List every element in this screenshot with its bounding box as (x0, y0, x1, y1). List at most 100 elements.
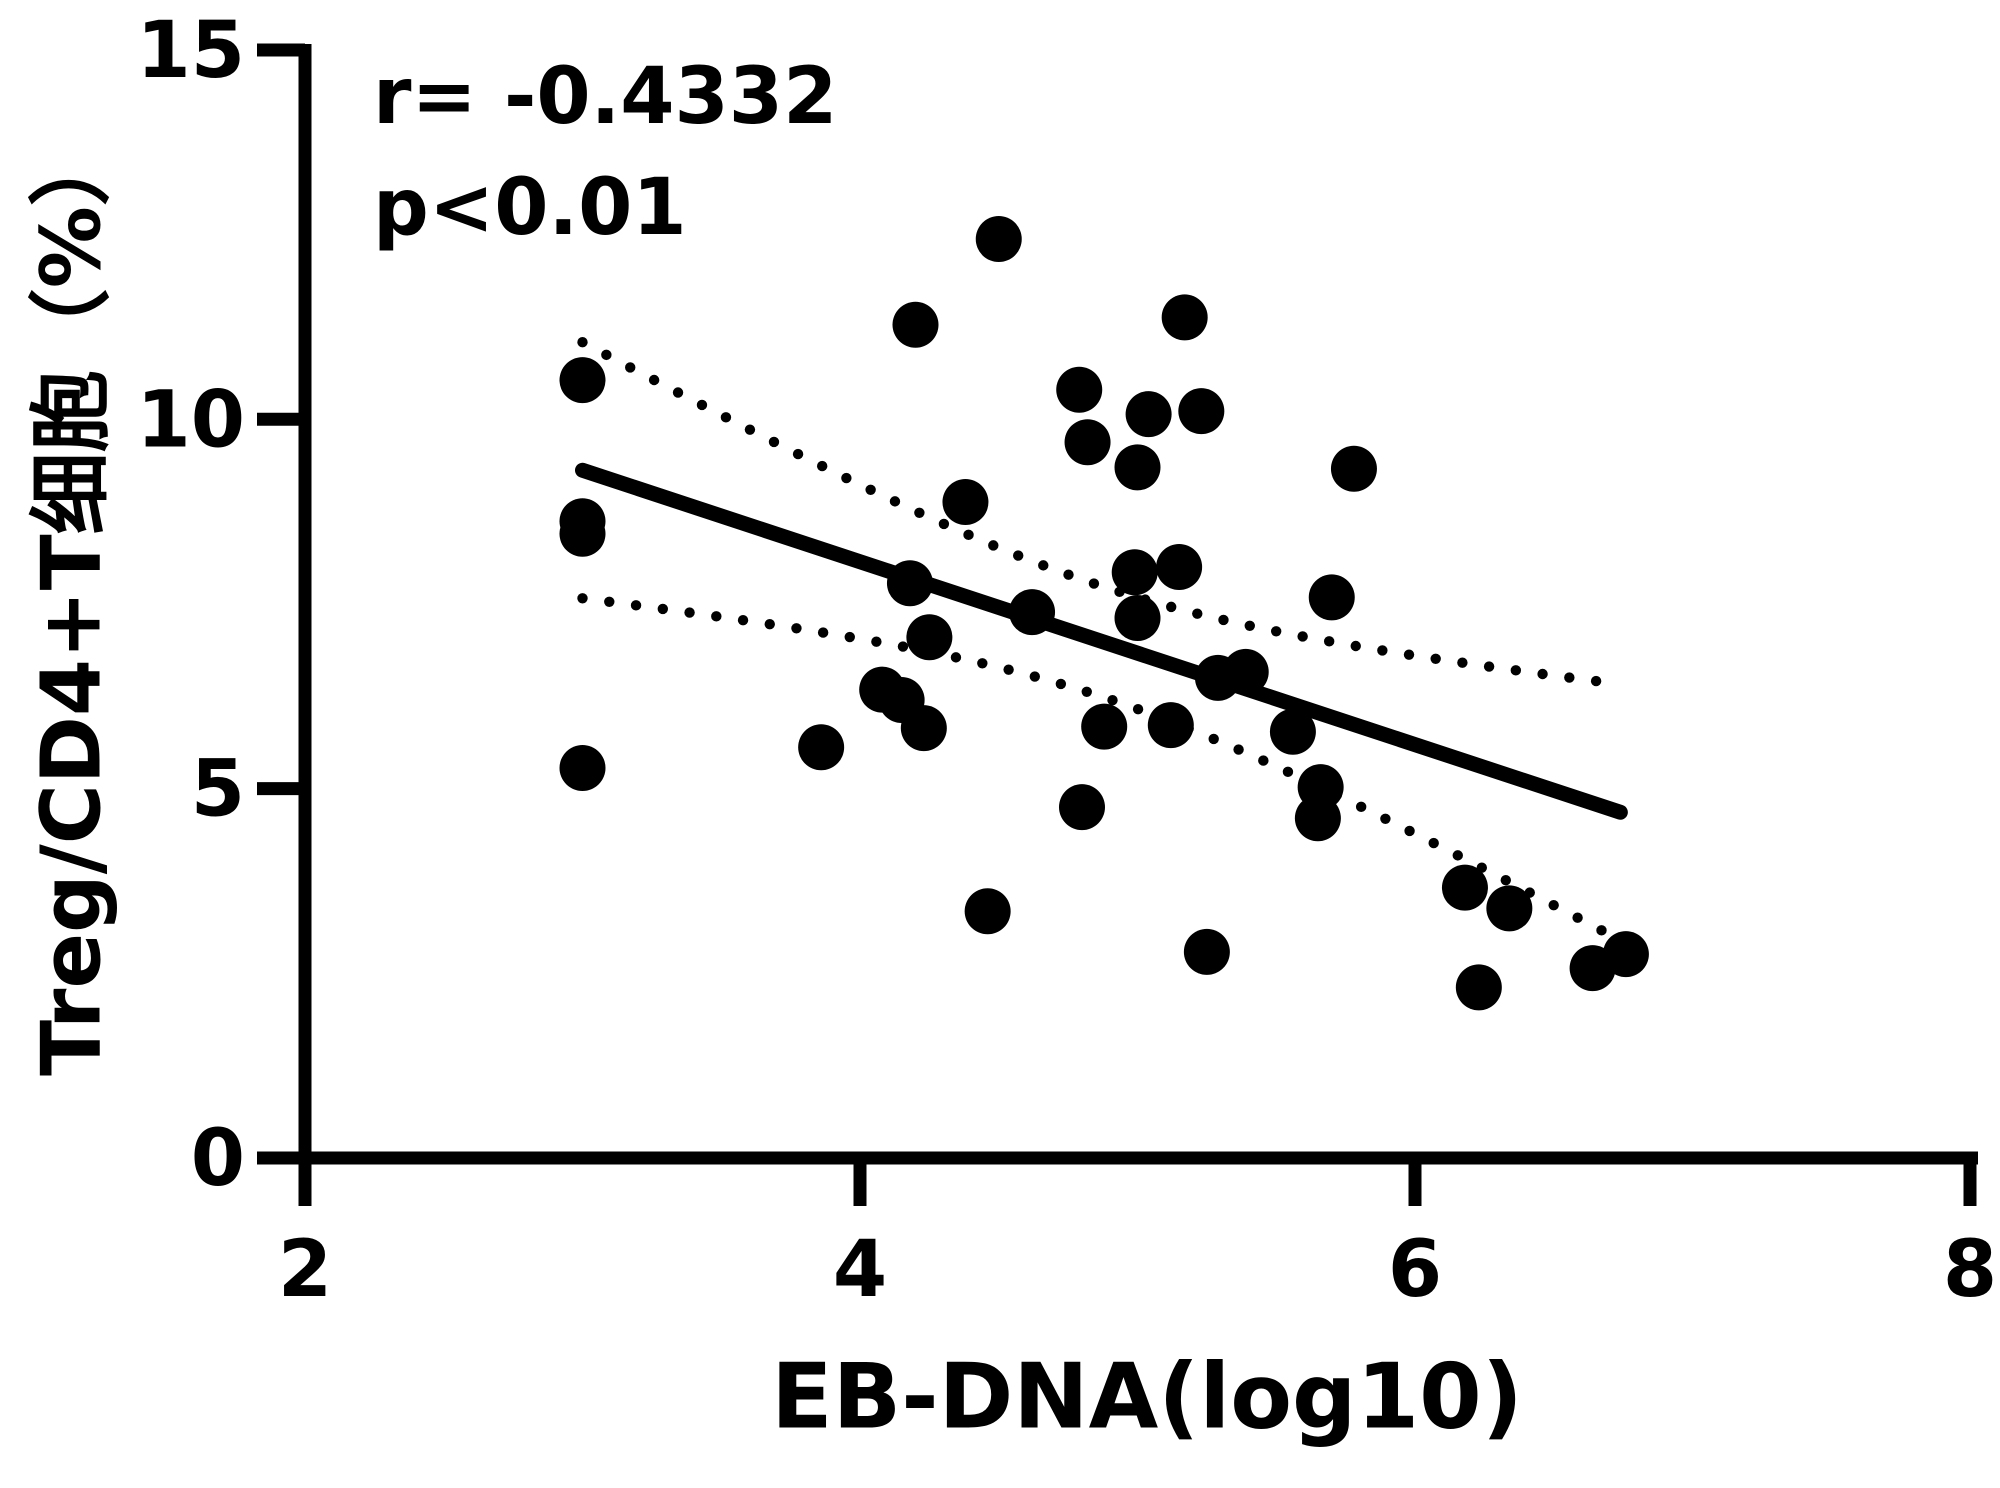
data-point (942, 479, 989, 526)
data-point (1178, 388, 1225, 435)
ci-dot (871, 636, 882, 647)
y-tick-labels: 0 5 10 15 (136, 6, 245, 1204)
ci-dot (577, 337, 588, 348)
ci-dot (720, 412, 732, 423)
ci-dot (696, 399, 708, 411)
ci-dot (1500, 874, 1511, 886)
fit (575, 462, 1628, 820)
y-tick-label: 10 (136, 375, 245, 465)
x-ticks (298, 1158, 1977, 1206)
ci-dot (1081, 686, 1092, 697)
ci-dot (1323, 636, 1335, 647)
ci-dot (889, 496, 901, 507)
ci-dot (1430, 653, 1441, 664)
data-point (1125, 391, 1172, 438)
ci-dot (817, 627, 829, 638)
ci-dot (1596, 925, 1607, 936)
ci-dot (1107, 695, 1118, 706)
ci-dot (792, 448, 804, 460)
ci-dot (672, 387, 684, 398)
data-point (906, 614, 953, 661)
ci-dot (1404, 825, 1415, 837)
data-point (1222, 648, 1269, 695)
x-axis-label: EB-DNA(log10) (771, 1344, 1523, 1450)
ci-dot (601, 349, 612, 361)
data-point (1059, 784, 1105, 831)
ci-dot (768, 436, 780, 448)
y-tick-label: 0 (191, 1114, 245, 1204)
ci-dot (744, 424, 756, 435)
ci-dot (816, 460, 828, 472)
ci-dot (1132, 704, 1144, 715)
ci-dot (630, 600, 642, 611)
data-point (1114, 595, 1161, 642)
data-point (975, 216, 1022, 263)
ci-dot (988, 540, 999, 551)
ci-dot (844, 631, 855, 643)
ci-dot (914, 507, 925, 518)
ci-upper-dots (577, 337, 1602, 687)
ci-dot (1297, 631, 1308, 642)
ci-dot (1166, 601, 1177, 613)
data-point (1081, 703, 1128, 750)
ci-dot (1564, 672, 1575, 683)
y-ticks (257, 43, 305, 1165)
ci-dot (1282, 766, 1294, 778)
ci-dot (1029, 671, 1041, 682)
ci-dot (1063, 569, 1074, 580)
ci-dot (1548, 899, 1559, 911)
ci-dot (625, 362, 636, 373)
data-point (1111, 549, 1158, 596)
data-point (1441, 864, 1488, 911)
ci-dot (1572, 912, 1583, 923)
ci-dot (963, 529, 974, 541)
p-value-text: p<0.01 (373, 162, 687, 253)
x-tick-labels: 2 4 6 8 (278, 1225, 1997, 1315)
ci-dot (1428, 837, 1439, 849)
data-point (1455, 964, 1502, 1011)
x-tick-label: 2 (278, 1225, 332, 1315)
data-point (1161, 294, 1208, 341)
ci-dot (648, 374, 660, 386)
ci-dot (1590, 675, 1602, 687)
ci-dot (737, 615, 749, 626)
x-tick-label: 8 (1943, 1225, 1997, 1315)
ci-dot (1483, 661, 1495, 672)
ci-dot (1457, 657, 1468, 668)
data-point (1056, 366, 1103, 413)
ci-dot (1537, 668, 1548, 680)
x-tick-label: 6 (1388, 1225, 1442, 1315)
data-points (559, 216, 1649, 1011)
ci-dot (1055, 678, 1067, 690)
y-axis-label: Treg/CD4+T细胞（%） (24, 124, 120, 1076)
data-point (559, 744, 606, 791)
ci-dot (1218, 614, 1229, 626)
ci-dot (764, 618, 775, 630)
ci-dot (1403, 649, 1415, 660)
ci-dot (1038, 560, 1049, 571)
ci-dot (1244, 620, 1255, 632)
ci-dot (791, 623, 802, 634)
axes (298, 43, 1978, 1165)
y-tick-label: 5 (191, 745, 245, 835)
data-point (1009, 589, 1056, 636)
ci-dot (1350, 640, 1361, 652)
ci-dot (1088, 578, 1100, 589)
data-point (1156, 544, 1203, 591)
ci-dot (865, 484, 876, 495)
r-value-text: r= -0.4332 (373, 52, 838, 142)
data-point (1147, 702, 1194, 749)
ci-dot (977, 658, 988, 669)
regression-line (575, 462, 1628, 820)
data-point (559, 357, 606, 404)
ci-dot (1355, 801, 1367, 813)
data-point (1294, 795, 1341, 842)
ci-dot (1377, 645, 1388, 656)
data-point (892, 301, 939, 348)
ci-dot (1510, 665, 1522, 676)
ci-dot (938, 518, 950, 530)
data-point (1114, 444, 1161, 491)
data-point (1602, 931, 1649, 978)
